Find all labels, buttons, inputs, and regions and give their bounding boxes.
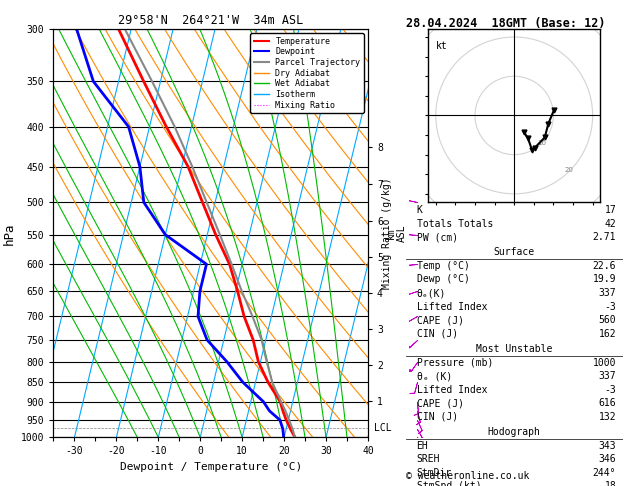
Text: 560: 560 [599, 315, 616, 325]
Text: 22.6: 22.6 [593, 261, 616, 271]
Text: Most Unstable: Most Unstable [476, 344, 552, 354]
Text: 19.9: 19.9 [593, 275, 616, 284]
Text: Lifted Index: Lifted Index [416, 385, 487, 395]
Text: kt: kt [436, 41, 448, 51]
Text: 28.04.2024  18GMT (Base: 12): 28.04.2024 18GMT (Base: 12) [406, 17, 605, 30]
Text: Temp (°C): Temp (°C) [416, 261, 469, 271]
Text: EH: EH [416, 441, 428, 451]
Text: 244°: 244° [593, 468, 616, 478]
Text: θₑ(K): θₑ(K) [416, 288, 446, 298]
Text: Pressure (mb): Pressure (mb) [416, 358, 493, 367]
Text: Hodograph: Hodograph [487, 427, 541, 437]
Y-axis label: km
ASL: km ASL [386, 225, 407, 242]
Text: 337: 337 [599, 288, 616, 298]
Text: -3: -3 [604, 302, 616, 312]
Text: Surface: Surface [494, 247, 535, 257]
Text: CIN (J): CIN (J) [416, 329, 458, 339]
Text: Lifted Index: Lifted Index [416, 302, 487, 312]
Text: CAPE (J): CAPE (J) [416, 399, 464, 408]
Text: StmSpd (kt): StmSpd (kt) [416, 482, 481, 486]
Text: 10: 10 [537, 140, 546, 146]
Text: Mixing Ratio (g/kg): Mixing Ratio (g/kg) [382, 177, 392, 289]
Text: 1000: 1000 [593, 358, 616, 367]
X-axis label: Dewpoint / Temperature (°C): Dewpoint / Temperature (°C) [120, 462, 302, 472]
Text: CAPE (J): CAPE (J) [416, 315, 464, 325]
Text: θₑ (K): θₑ (K) [416, 371, 452, 381]
Text: 17: 17 [604, 205, 616, 215]
Text: 337: 337 [599, 371, 616, 381]
Y-axis label: hPa: hPa [3, 222, 15, 244]
Text: SREH: SREH [416, 454, 440, 464]
Text: 343: 343 [599, 441, 616, 451]
Title: 29°58'N  264°21'W  34m ASL: 29°58'N 264°21'W 34m ASL [118, 14, 303, 27]
Text: 2.71: 2.71 [593, 232, 616, 242]
Legend: Temperature, Dewpoint, Parcel Trajectory, Dry Adiabat, Wet Adiabat, Isotherm, Mi: Temperature, Dewpoint, Parcel Trajectory… [250, 34, 364, 113]
Text: StmDir: StmDir [416, 468, 452, 478]
Text: -3: -3 [604, 385, 616, 395]
Text: K: K [416, 205, 423, 215]
Text: LCL: LCL [374, 423, 392, 433]
Text: © weatheronline.co.uk: © weatheronline.co.uk [406, 471, 529, 481]
Text: 20: 20 [565, 167, 574, 174]
Text: Totals Totals: Totals Totals [416, 219, 493, 228]
Text: 616: 616 [599, 399, 616, 408]
Text: 42: 42 [604, 219, 616, 228]
Text: PW (cm): PW (cm) [416, 232, 458, 242]
Text: 18: 18 [604, 482, 616, 486]
Text: 162: 162 [599, 329, 616, 339]
Text: 132: 132 [599, 412, 616, 422]
Text: Dewp (°C): Dewp (°C) [416, 275, 469, 284]
Text: CIN (J): CIN (J) [416, 412, 458, 422]
Text: 346: 346 [599, 454, 616, 464]
